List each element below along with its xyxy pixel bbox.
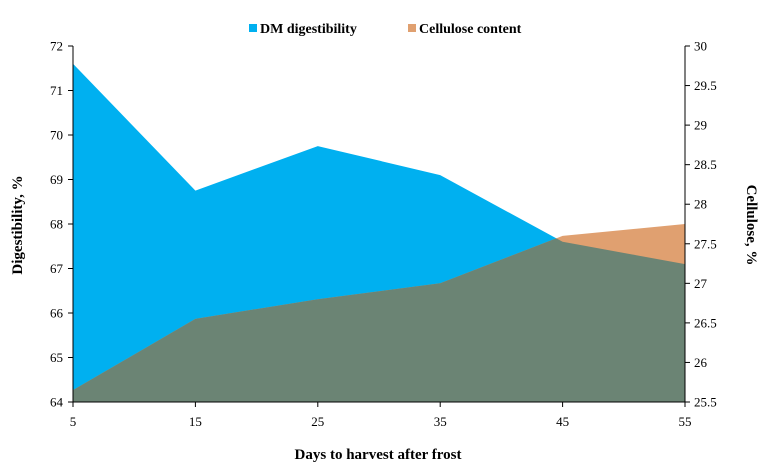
x-axis-title: Days to harvest after frost bbox=[295, 447, 462, 463]
plot-area bbox=[73, 63, 685, 403]
x-tick-label: 15 bbox=[189, 414, 202, 429]
y-left-tick-label: 69 bbox=[50, 172, 63, 187]
y-left-axis-title: Digestibility, % bbox=[10, 175, 26, 274]
y-right-tick-label: 27.5 bbox=[694, 236, 717, 251]
legend-label-dm-digestibility: DM digestibility bbox=[260, 22, 357, 37]
y-right-tick-label: 29 bbox=[694, 118, 707, 133]
y-left-tick-label: 72 bbox=[50, 39, 63, 54]
x-tick-label: 55 bbox=[679, 414, 692, 429]
y-left-tick-label: 65 bbox=[50, 350, 63, 365]
y-left-tick-label: 68 bbox=[50, 217, 63, 232]
y-right-tick-label: 25.5 bbox=[694, 395, 717, 410]
y-right-tick-label: 30 bbox=[694, 39, 707, 54]
y-left-tick-label: 71 bbox=[50, 83, 63, 98]
y-right-tick-label: 28.5 bbox=[694, 157, 717, 172]
y-right-tick-label: 26.5 bbox=[694, 315, 717, 330]
y-right-tick-label: 27 bbox=[694, 276, 708, 291]
x-tick-label: 35 bbox=[434, 414, 447, 429]
y-right-tick-label: 28 bbox=[694, 197, 707, 212]
y-left-tick-label: 66 bbox=[50, 306, 64, 321]
y-left-tick-label: 64 bbox=[50, 395, 64, 410]
x-tick-label: 45 bbox=[556, 414, 569, 429]
legend-swatch-dm-digestibility bbox=[249, 24, 257, 32]
y-right-axis-title: Cellulose, % bbox=[743, 185, 759, 266]
y-right-tick-label: 26 bbox=[694, 355, 708, 370]
legend-label-cellulose-content: Cellulose content bbox=[419, 22, 522, 37]
y-left-tick-label: 70 bbox=[50, 128, 63, 143]
legend: DM digestibility Cellulose content bbox=[249, 22, 522, 37]
x-tick-label: 5 bbox=[70, 414, 77, 429]
y-left-tick-label: 67 bbox=[50, 261, 64, 276]
area-overlap bbox=[73, 224, 685, 402]
axes: 64 65 66 67 68 69 70 71 72 25.5 26 26.5 27 27.5 28 28.5… bbox=[50, 39, 717, 430]
y-right-tick-label: 29.5 bbox=[694, 78, 717, 93]
legend-swatch-cellulose-content bbox=[408, 24, 416, 32]
x-tick-label: 25 bbox=[311, 414, 324, 429]
